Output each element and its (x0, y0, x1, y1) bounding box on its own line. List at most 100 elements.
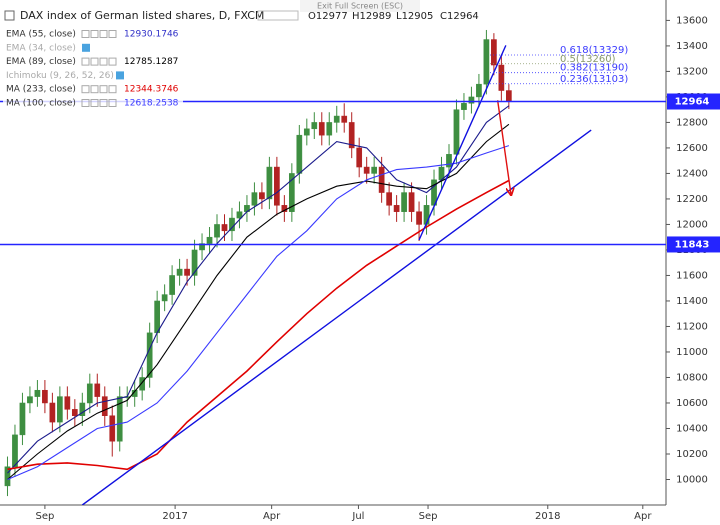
legend-value: 12344.3746 (124, 85, 179, 95)
legend-icon[interactable] (81, 30, 90, 38)
x-tick-label: Apr (263, 511, 281, 522)
candle-body (274, 166, 280, 206)
candle-body (318, 122, 325, 136)
candle-body (251, 192, 258, 206)
legend-icon[interactable] (81, 85, 90, 94)
y-tick-label: 10600 (676, 398, 708, 409)
legend-icon[interactable] (99, 57, 108, 66)
legend-icon[interactable] (81, 99, 90, 107)
legend-icon[interactable] (99, 99, 108, 107)
y-tick-label: 12400 (676, 168, 708, 179)
y-tick-label: 13600 (676, 15, 708, 26)
candle-body (288, 173, 295, 212)
candle-body (71, 409, 78, 416)
legend-name: EMA (89, close) (6, 57, 76, 67)
candle-body (176, 268, 183, 276)
candle-body (27, 396, 33, 404)
candle-body (42, 389, 48, 404)
candle-body (483, 39, 490, 85)
candle-body (57, 396, 63, 423)
legend-icon[interactable] (108, 57, 117, 66)
price-label: 11843 (675, 239, 710, 250)
candle-body (266, 166, 273, 200)
y-tick-label: 11400 (676, 296, 708, 307)
legend-icon[interactable] (108, 99, 117, 107)
candle-body (393, 205, 400, 212)
y-tick-label: 12800 (676, 117, 708, 128)
legend-icon[interactable] (108, 30, 117, 38)
legend-row-bg (3, 55, 183, 68)
y-tick-label: 10200 (676, 449, 708, 460)
candle-body (378, 166, 385, 193)
legend-icon[interactable] (90, 57, 99, 66)
candle-body (363, 166, 370, 174)
x-tick-label: Jul (351, 511, 364, 522)
ohlc-value: L12905 (396, 11, 433, 22)
candle-body (259, 192, 265, 200)
legend-name: EMA (55, close) (6, 30, 76, 40)
legend-icon[interactable] (99, 85, 108, 94)
candle-body (139, 377, 146, 391)
candle-body (34, 389, 41, 397)
collapse-icon[interactable] (4, 10, 15, 21)
candle-body (296, 134, 303, 174)
legend-icon[interactable] (90, 85, 99, 94)
legend-name: EMA (34, close) (6, 43, 76, 53)
candle-body (19, 402, 26, 436)
candle-body (461, 103, 467, 110)
candle-body (131, 389, 138, 397)
candle-body (341, 115, 348, 123)
legend-icon[interactable] (108, 85, 117, 94)
legend-icon[interactable] (90, 30, 99, 38)
candle-body (236, 211, 243, 219)
candle-body (12, 434, 18, 467)
candle-body (498, 64, 505, 91)
candle-body (169, 275, 175, 295)
candle-body (206, 236, 213, 244)
x-tick-label: Apr (634, 511, 652, 522)
x-tick-label: Sep (419, 511, 438, 522)
chart-title: DAX index of German listed shares, D, FX… (20, 9, 264, 22)
candle-body (184, 268, 190, 276)
price-label-bg (667, 93, 720, 110)
y-tick-label: 11600 (676, 270, 708, 281)
indicator-line (7, 179, 510, 471)
candle-body (311, 122, 318, 130)
candle-body (199, 243, 205, 251)
exit-button-bg[interactable] (300, 0, 420, 12)
candle-body (506, 90, 512, 102)
trend-line (418, 45, 507, 241)
legend-icon[interactable] (90, 99, 99, 107)
candle-body (491, 39, 497, 66)
candle-body (79, 402, 86, 416)
price-label-bg (667, 236, 720, 253)
trend-line (496, 100, 511, 195)
y-tick-label: 12200 (676, 194, 708, 205)
exit-button[interactable]: Exit Full Screen (ESC) (317, 2, 403, 11)
y-tick-label: 10800 (676, 372, 708, 383)
candle-body (446, 154, 452, 168)
indicator-line (7, 105, 510, 474)
y-tick-label: 10000 (676, 474, 708, 485)
candle-body (109, 415, 116, 442)
legend-icon[interactable] (81, 57, 90, 66)
candle-body (191, 249, 198, 276)
candle-body (4, 466, 11, 487)
legend-icon[interactable] (99, 30, 108, 38)
indicator-line (7, 123, 510, 480)
candle-body (326, 122, 333, 136)
candle-body (116, 396, 123, 442)
legend-eye-icon (116, 71, 124, 80)
candle-body (221, 224, 228, 232)
legend-row-bg (3, 28, 183, 40)
ohlc-value: C12964 (440, 11, 479, 22)
ohlc-value: H12989 (352, 11, 391, 22)
legend-value: 12785.1287 (124, 57, 178, 67)
indicator-line (7, 145, 510, 481)
candle-body (154, 300, 160, 334)
legend-eye-icon (82, 43, 90, 52)
y-tick-label: 12600 (676, 143, 708, 154)
legend-name: MA (233, close) (6, 85, 76, 95)
x-tick-label: Sep (35, 511, 54, 522)
